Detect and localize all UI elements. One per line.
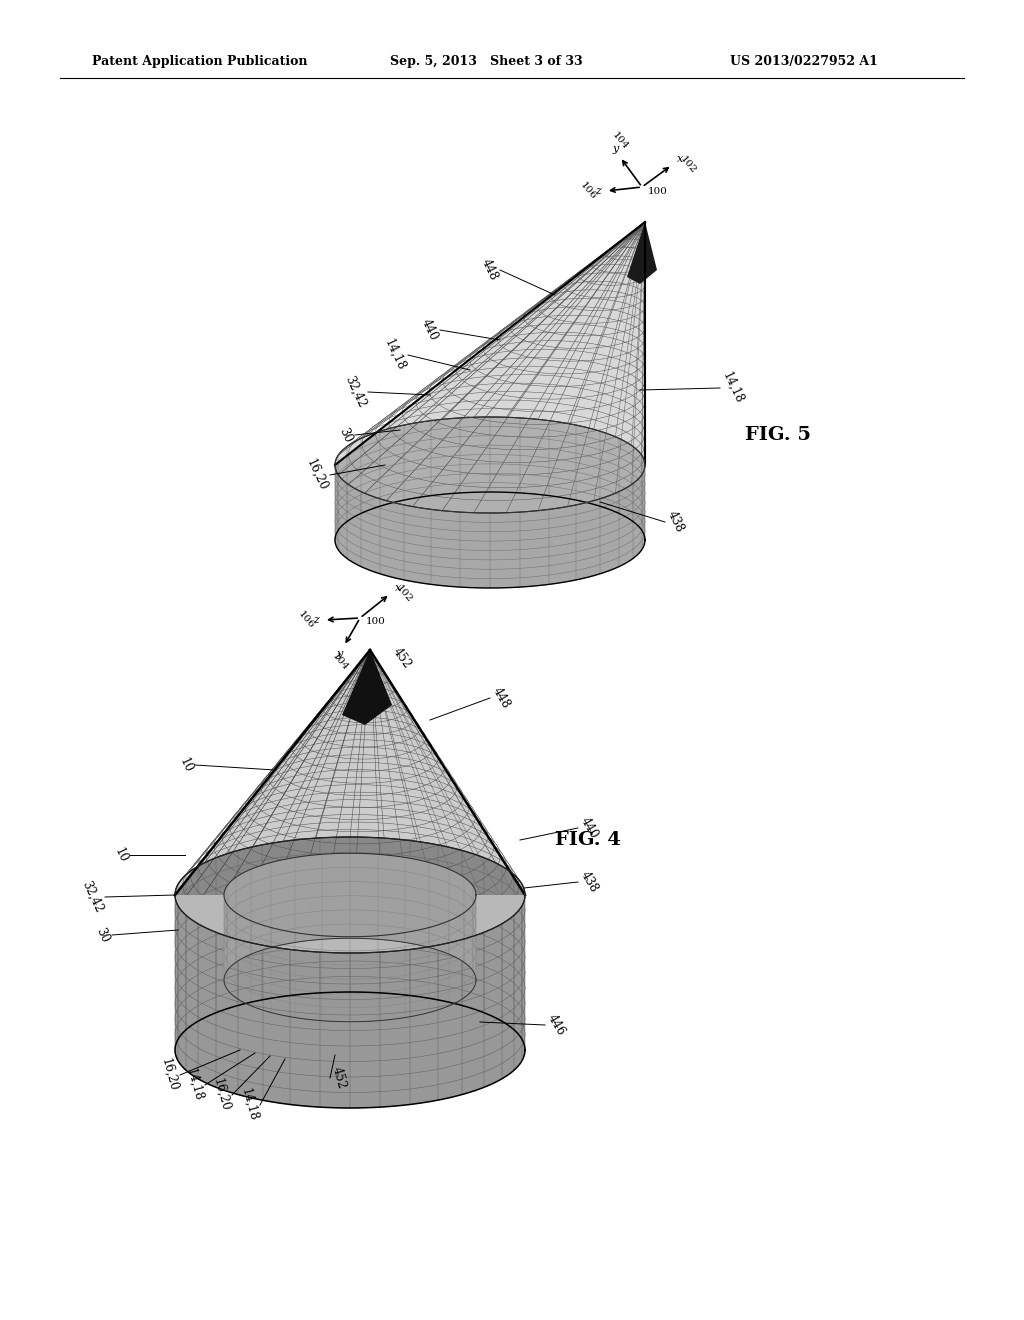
Text: 452: 452: [390, 645, 414, 671]
Text: 30: 30: [94, 925, 112, 945]
Text: y: y: [613, 144, 620, 154]
Text: 10: 10: [112, 846, 130, 865]
Text: 448: 448: [490, 685, 512, 711]
Polygon shape: [335, 222, 645, 465]
Text: x: x: [395, 583, 401, 593]
Text: 16,20: 16,20: [211, 1077, 232, 1113]
Text: 438: 438: [578, 869, 600, 895]
Polygon shape: [175, 895, 525, 1107]
Text: FIG. 5: FIG. 5: [745, 426, 811, 444]
Text: US 2013/0227952 A1: US 2013/0227952 A1: [730, 55, 878, 69]
Text: 14,18: 14,18: [183, 1067, 205, 1102]
Polygon shape: [335, 222, 645, 513]
Text: 446: 446: [545, 1012, 567, 1038]
Text: 14,18: 14,18: [720, 370, 745, 405]
Text: 102: 102: [678, 154, 697, 176]
Polygon shape: [175, 895, 525, 953]
Text: 102: 102: [394, 583, 414, 605]
Polygon shape: [175, 649, 525, 895]
Text: 16,20: 16,20: [304, 457, 330, 492]
Text: 106: 106: [579, 181, 598, 202]
Text: 452: 452: [330, 1065, 348, 1090]
Text: FIG. 4: FIG. 4: [555, 832, 621, 849]
Text: 106: 106: [296, 610, 315, 631]
Text: 32,42: 32,42: [79, 879, 105, 915]
Text: 104: 104: [330, 652, 350, 672]
Text: 16,20: 16,20: [159, 1057, 180, 1093]
Polygon shape: [627, 222, 657, 284]
Text: 30: 30: [337, 425, 355, 445]
Polygon shape: [175, 649, 525, 953]
Text: z: z: [595, 186, 601, 195]
Text: 438: 438: [665, 510, 686, 535]
Text: x: x: [677, 154, 683, 164]
Polygon shape: [224, 853, 476, 979]
Text: Patent Application Publication: Patent Application Publication: [92, 55, 307, 69]
Text: 14,18: 14,18: [382, 337, 408, 372]
Polygon shape: [175, 837, 525, 1049]
Text: z: z: [313, 615, 318, 624]
Polygon shape: [335, 465, 645, 587]
Text: y: y: [337, 649, 343, 659]
Text: 10: 10: [177, 755, 195, 775]
Text: 104: 104: [610, 131, 630, 152]
Text: 14,18: 14,18: [239, 1088, 260, 1123]
Text: 100: 100: [648, 186, 668, 195]
Text: 448: 448: [479, 257, 500, 282]
Text: 32,42: 32,42: [342, 374, 368, 411]
Text: Sep. 5, 2013   Sheet 3 of 33: Sep. 5, 2013 Sheet 3 of 33: [390, 55, 583, 69]
Polygon shape: [335, 417, 645, 540]
Text: 440: 440: [419, 317, 440, 343]
Polygon shape: [342, 649, 392, 725]
Text: 440: 440: [578, 814, 600, 841]
Text: 100: 100: [366, 616, 386, 626]
